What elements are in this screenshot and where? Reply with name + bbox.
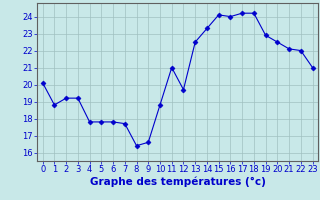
X-axis label: Graphe des températures (°c): Graphe des températures (°c) bbox=[90, 177, 266, 187]
